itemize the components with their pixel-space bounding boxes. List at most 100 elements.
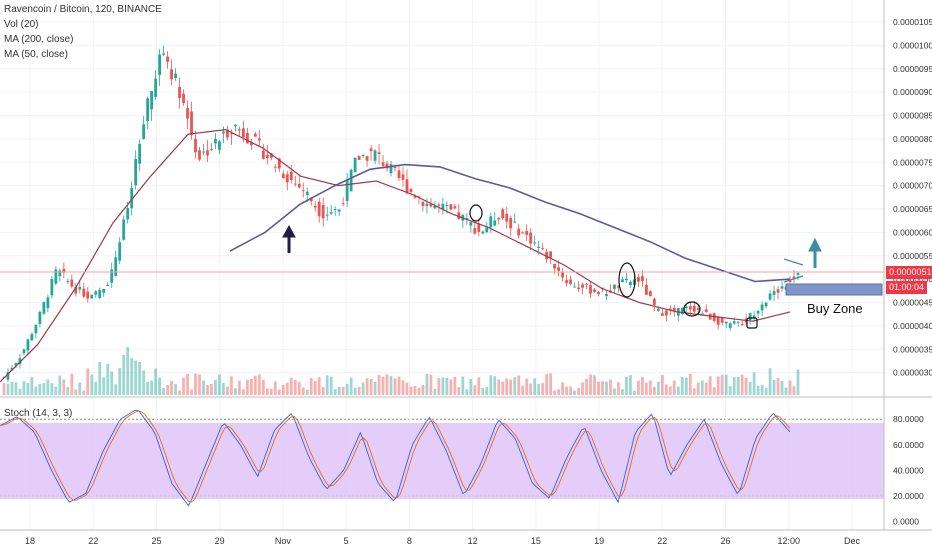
volume-bar [98, 361, 102, 395]
volume-bar [501, 381, 505, 395]
volume-bar [257, 374, 261, 395]
volume-bar [656, 381, 660, 395]
candle-body [190, 111, 193, 136]
candle-body [349, 169, 353, 192]
volume-bar [425, 373, 429, 395]
volume-bar [688, 373, 692, 395]
candle-body [796, 272, 800, 275]
candle-body [569, 279, 572, 284]
candle-body [309, 197, 313, 202]
volume-bar [102, 377, 106, 395]
volume-bar [261, 379, 265, 395]
candle-body [202, 151, 205, 153]
candle-body [110, 269, 114, 283]
volume-bar [477, 377, 481, 395]
candle-body [465, 218, 469, 220]
candle-body [413, 195, 417, 198]
volume-bar [130, 358, 134, 395]
volume-bar [162, 388, 165, 395]
volume-bar [74, 389, 78, 395]
volume-bar [597, 381, 600, 395]
time-tick-label: 8 [407, 536, 412, 546]
volume-bar [194, 373, 197, 395]
volume-bar [760, 384, 764, 395]
candle-body [365, 156, 369, 161]
candle-body [30, 334, 34, 341]
candle-body [597, 292, 600, 295]
candle-body [453, 206, 457, 209]
buy-zone-box [785, 283, 883, 296]
candle-body [637, 277, 640, 282]
volume-bar [585, 378, 588, 395]
candle-body [664, 310, 668, 316]
candle-body [265, 154, 269, 159]
candle-body [724, 321, 728, 324]
volume-bar [62, 379, 66, 395]
volume-bar [58, 375, 62, 395]
candle-body [716, 317, 720, 325]
candle-body [106, 285, 110, 287]
volume-bar [513, 377, 517, 395]
volume-bar [26, 382, 30, 395]
stoch-d-line [0, 410, 791, 503]
volume-bar [10, 382, 14, 395]
volume-bar [413, 386, 417, 395]
candle-body [429, 203, 433, 207]
volume-bar [429, 374, 433, 395]
candle-body [660, 313, 664, 316]
candle-body [621, 279, 624, 283]
volume-bar [541, 382, 545, 395]
time-tick-label: 26 [721, 536, 731, 546]
volume-bar [90, 374, 94, 395]
volume-bar [668, 386, 672, 395]
volume-bar [441, 377, 445, 395]
volume-bar [393, 378, 397, 395]
candle-body [178, 86, 181, 98]
volume-bar [146, 381, 150, 395]
volume-bar [545, 374, 549, 395]
volume-bar [218, 374, 221, 395]
time-tick-label: 12:00 [778, 536, 801, 546]
candle-body [241, 128, 245, 138]
candle-body [297, 183, 301, 188]
candle-body [194, 138, 197, 153]
volume-bar [421, 385, 425, 395]
candle-body [788, 280, 792, 283]
grid [0, 0, 884, 530]
volume-bar [82, 390, 86, 395]
volume-bar [126, 347, 130, 395]
candle-body [6, 372, 10, 380]
volume-bar [281, 385, 285, 395]
candle-body [130, 188, 134, 209]
candle-body [684, 306, 688, 309]
volume-bar [226, 386, 229, 395]
volume-bar [18, 388, 22, 395]
volume-bar [190, 389, 193, 395]
candle-body [42, 302, 46, 314]
candle-body [385, 163, 389, 169]
volume-bar [756, 385, 760, 395]
candle-body [138, 143, 142, 164]
volume-bar [537, 383, 541, 395]
volume-bar [377, 374, 381, 395]
candle-body [708, 313, 712, 320]
candle-body [325, 214, 329, 216]
candle-body [261, 150, 265, 159]
candle-body [565, 280, 568, 284]
volume-bar [154, 368, 158, 395]
time-tick-label: Nov [275, 536, 292, 546]
volume-bar [253, 375, 257, 395]
volume-bar [325, 375, 329, 395]
stoch-tick-label: 40.0000 [893, 465, 924, 475]
volume-bar [644, 382, 648, 395]
candle-body [114, 257, 118, 276]
volume-bar [621, 389, 624, 395]
volume-bar [337, 386, 341, 395]
volume-bar [186, 373, 189, 395]
candle-body [485, 226, 489, 233]
